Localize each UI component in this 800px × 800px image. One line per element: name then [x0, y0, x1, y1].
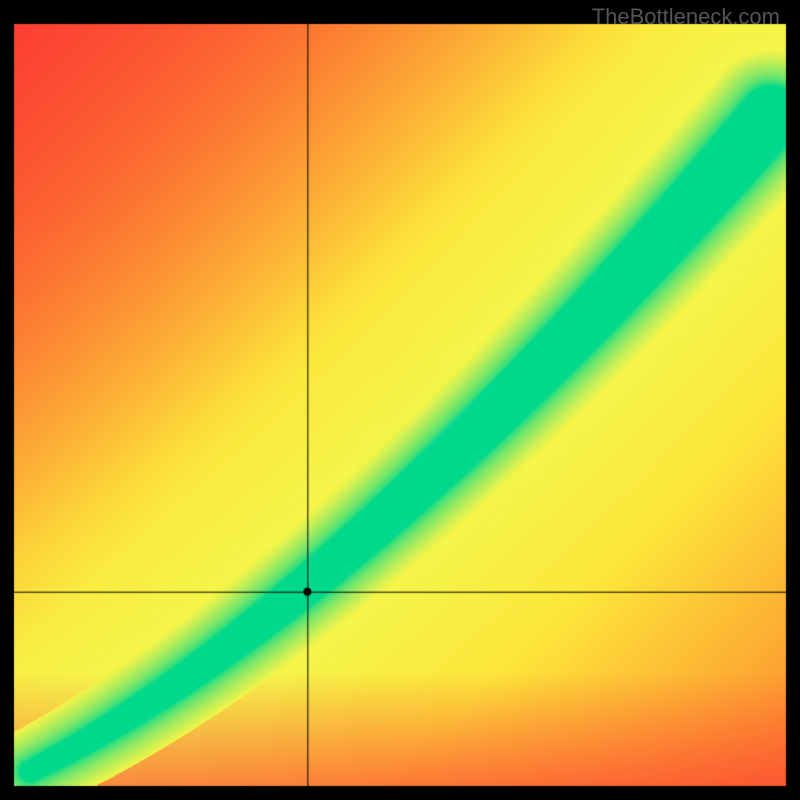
bottleneck-heatmap: [0, 0, 800, 800]
chart-container: TheBottleneck.com: [0, 0, 800, 800]
watermark-text: TheBottleneck.com: [592, 4, 780, 30]
